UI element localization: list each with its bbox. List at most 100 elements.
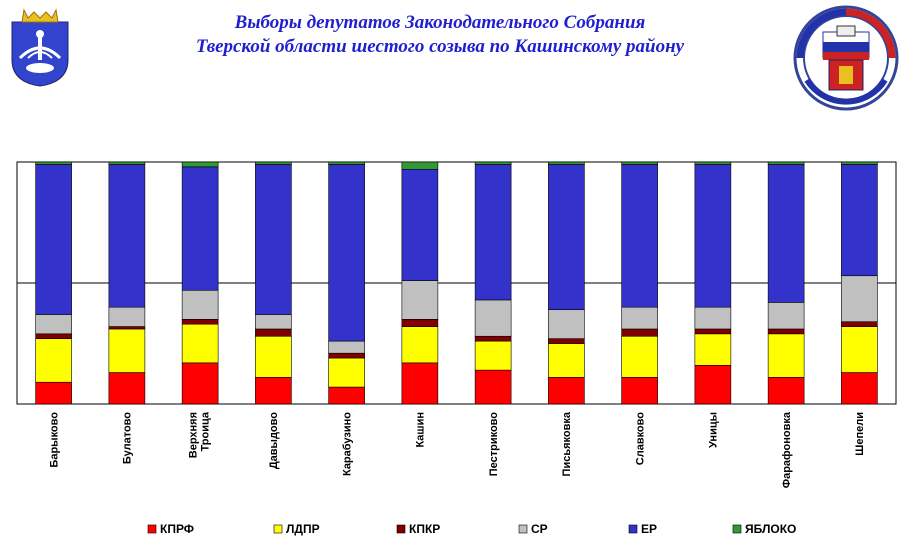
bar-segment-ЛДПР-3 (255, 335, 292, 378)
x-tick-label-10: Фарафоновка (781, 411, 793, 488)
bar-segment-ЕР-0 (35, 164, 72, 315)
bar-segment-КПРФ-8 (621, 377, 658, 405)
legend-label-ЛДПР: ЛДПР (286, 522, 320, 536)
bar-segment-ЕР-4 (328, 164, 365, 342)
bar-segment-ЛДПР-11 (841, 326, 878, 373)
bar-segment-ЕР-3 (255, 164, 292, 315)
bar-segment-КПРФ-2 (181, 362, 219, 405)
bar-segment-КПРФ-3 (255, 377, 292, 405)
x-tick-label-9: Уницы (708, 412, 720, 448)
bar-segment-КПКР-11 (841, 321, 878, 327)
bar-segment-ЯБЛОКО-1 (108, 161, 146, 165)
bar-segment-СР-2 (181, 289, 219, 320)
bar-segment-КПКР-8 (621, 328, 658, 337)
x-tick-label-7: Письяковка (561, 411, 573, 476)
bar-segment-КПРФ-5 (401, 362, 439, 405)
legend-swatch-КПКР (396, 524, 406, 534)
x-tick-label-1: Булатово (122, 412, 134, 464)
x-tick-label-2: ВерхняяТроица (187, 411, 211, 458)
bar-segment-ЕР-6 (474, 164, 512, 301)
bar-segment-ЕР-5 (401, 168, 439, 281)
bar-segment-КПРФ-9 (694, 364, 732, 405)
bar-segment-ЯБЛОКО-5 (401, 161, 439, 170)
election-commission-emblem-icon (793, 5, 899, 111)
legend-swatch-ЕР (628, 524, 638, 534)
bar-segment-СР-4 (328, 340, 365, 354)
bar-segment-СР-0 (35, 314, 72, 335)
bar-segment-ЛДПР-5 (401, 326, 439, 364)
bar-segment-СР-11 (841, 275, 878, 323)
legend-label-КПРФ: КПРФ (160, 522, 194, 536)
bar-segment-ЯБЛОКО-6 (474, 161, 512, 165)
bar-segment-КПРФ-10 (767, 377, 805, 405)
legend-swatch-СР (518, 524, 528, 534)
bar-segment-СР-3 (255, 314, 292, 330)
bar-segment-ЯБЛОКО-7 (548, 161, 585, 165)
chart-title-line2: Тверской области шестого созыва по Кашин… (195, 36, 685, 57)
bar-segment-ЯБЛОКО-10 (767, 161, 805, 165)
bar-segment-СР-5 (401, 280, 439, 320)
bar-segment-ЛДПР-7 (548, 343, 585, 378)
legend-swatch-ЯБЛОКО (732, 524, 742, 534)
bar-segment-КПКР-2 (181, 318, 219, 325)
bar-segment-КПКР-10 (767, 328, 805, 335)
bar-segment-ЯБЛОКО-8 (621, 161, 658, 165)
bar-segment-ЕР-7 (548, 164, 585, 310)
legend-label-СР: СР (531, 522, 548, 536)
bar-segment-ЕР-1 (108, 164, 146, 308)
legend-swatch-ЛДПР (273, 524, 283, 534)
chart-title-line1: Выборы депутатов Законодательного Собран… (234, 12, 646, 33)
bar-segment-ЯБЛОКО-3 (255, 161, 292, 165)
bar-segment-КПКР-1 (108, 326, 146, 330)
bar-segment-КПРФ-1 (108, 372, 146, 405)
bar-segment-ЛДПР-1 (108, 328, 146, 373)
bar-segment-КПКР-3 (255, 328, 292, 337)
bar-segment-СР-7 (548, 309, 585, 339)
bar-segment-ЛДПР-6 (474, 340, 512, 371)
bar-segment-СР-8 (621, 306, 658, 330)
legend-label-ЯБЛОКО: ЯБЛОКО (745, 522, 796, 536)
bar-segment-КПКР-7 (548, 338, 585, 344)
bar-segment-ЯБЛОКО-9 (694, 161, 732, 165)
bar-segment-ЕР-8 (621, 164, 658, 308)
bar-segment-СР-9 (694, 306, 732, 330)
bar-segment-ЯБЛОКО-0 (35, 161, 72, 165)
x-tick-label-4: Карабузино (341, 412, 353, 476)
bar-segment-ЛДПР-4 (328, 357, 365, 388)
x-tick-label-3: Давыдово (268, 412, 280, 469)
bar-segment-СР-10 (767, 302, 805, 330)
bar-segment-КПРФ-11 (841, 372, 878, 405)
legend-label-КПКР: КПКР (409, 522, 440, 536)
x-tick-label-11: Шепели (854, 412, 866, 456)
legend-swatch-КПРФ (147, 524, 157, 534)
bar-segment-КПРФ-0 (35, 381, 72, 405)
bar-segment-СР-6 (474, 299, 512, 337)
bar-segment-КПРФ-6 (474, 369, 512, 405)
bar-segment-ЕР-10 (767, 164, 805, 303)
bar-segment-КПКР-4 (328, 352, 365, 359)
bar-segment-ЛДПР-10 (767, 333, 805, 378)
bar-segment-ЯБЛОКО-11 (841, 161, 878, 165)
bar-segment-КПКР-9 (694, 328, 732, 335)
bar-segment-ЛДПР-0 (35, 338, 72, 383)
x-tick-label-0: Барыково (48, 412, 60, 468)
bar-segment-КПРФ-7 (548, 377, 585, 405)
x-tick-label-8: Славково (634, 412, 646, 466)
kashin-coat-of-arms-icon (11, 8, 69, 87)
legend-label-ЕР: ЕР (641, 522, 657, 536)
bar-segment-КПКР-6 (474, 335, 512, 342)
x-tick-label-5: Кашин (415, 412, 427, 448)
bar-segment-КПКР-5 (401, 318, 439, 327)
bar-segment-ЛДПР-2 (181, 323, 219, 364)
bar-segment-ЕР-11 (841, 164, 878, 277)
bar-segment-ЯБЛОКО-2 (181, 161, 219, 168)
bar-segment-КПРФ-4 (328, 386, 365, 405)
bar-segment-СР-1 (108, 306, 146, 327)
bar-segment-ЕР-9 (694, 164, 732, 308)
bar-segment-КПКР-0 (35, 333, 72, 339)
bar-segment-ЯБЛОКО-4 (328, 161, 365, 165)
bar-segment-ЛДПР-9 (694, 333, 732, 366)
bar-segment-ЛДПР-8 (621, 335, 658, 378)
bar-segment-ЕР-2 (181, 166, 219, 291)
